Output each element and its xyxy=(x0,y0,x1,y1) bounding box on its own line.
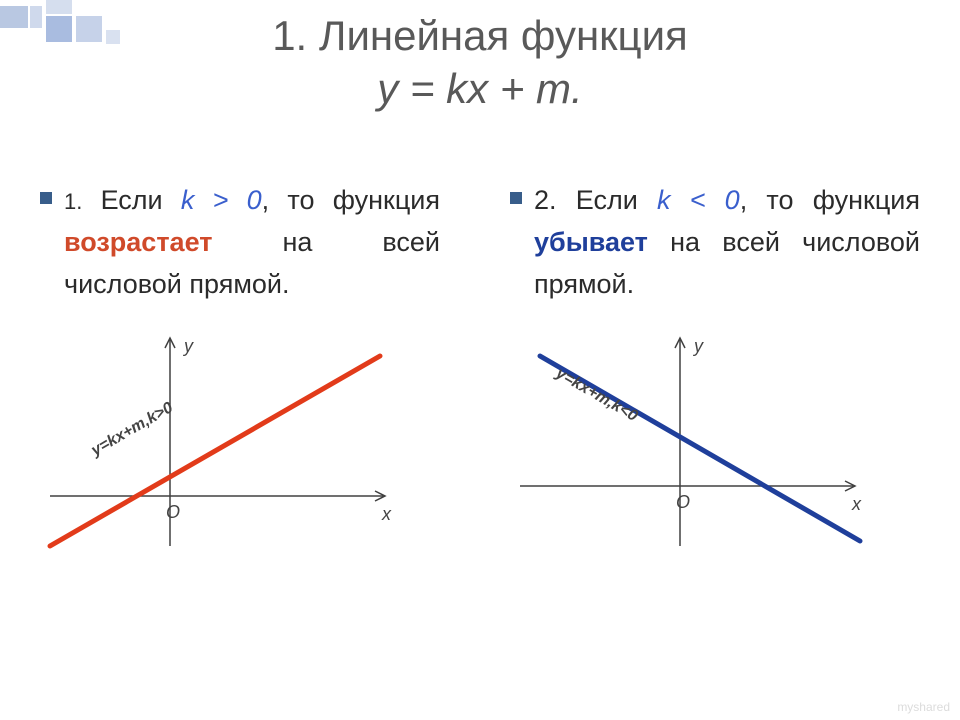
svg-text:y: y xyxy=(692,336,704,356)
right-bullet-item: 2. Если k < 0, то функция убывает на все… xyxy=(510,180,920,306)
svg-text:y=kx+m,k<0: y=kx+m,k<0 xyxy=(552,364,640,425)
chart-decreasing: x y О y=kx+m,k<0 xyxy=(510,326,870,556)
left-column: 1. Если k > 0, то функция возрастает на … xyxy=(0,180,480,556)
chart-svg: x y О y=kx+m,k>0 xyxy=(40,326,400,556)
right-k-expr: k < 0 xyxy=(657,185,740,215)
t2: , то функция xyxy=(262,185,440,215)
title-line-1: 1. Линейная функция xyxy=(272,12,688,59)
chart-increasing: x y О y=kx+m,k>0 xyxy=(40,326,400,556)
right-column: 2. Если k < 0, то функция убывает на все… xyxy=(480,180,960,556)
svg-text:y: y xyxy=(182,336,194,356)
slide-title: 1. Линейная функция y = kx + m. xyxy=(0,10,960,115)
bullet-icon xyxy=(40,192,52,204)
body-row: 1. Если k > 0, то функция возрастает на … xyxy=(0,180,960,556)
chart-svg: x y О y=kx+m,k<0 xyxy=(510,326,870,556)
svg-text:y=kx+m,k>0: y=kx+m,k>0 xyxy=(88,399,176,460)
t1: Если xyxy=(82,185,181,215)
svg-text:О: О xyxy=(676,492,690,512)
svg-text:x: x xyxy=(381,504,392,524)
title-line-2: y = kx + m. xyxy=(377,65,582,112)
watermark: myshared xyxy=(897,700,950,714)
r1: Если xyxy=(557,185,657,215)
right-num: 2. xyxy=(534,185,557,215)
r2: , то функция xyxy=(740,185,920,215)
bullet-icon xyxy=(510,192,522,204)
svg-text:x: x xyxy=(851,494,862,514)
left-accent: возрастает xyxy=(64,227,212,257)
left-num: 1. xyxy=(64,189,82,214)
right-accent: убывает xyxy=(534,227,648,257)
left-paragraph: 1. Если k > 0, то функция возрастает на … xyxy=(64,180,440,306)
left-k-expr: k > 0 xyxy=(181,185,262,215)
svg-text:О: О xyxy=(166,502,180,522)
right-paragraph: 2. Если k < 0, то функция убывает на все… xyxy=(534,180,920,306)
left-bullet-item: 1. Если k > 0, то функция возрастает на … xyxy=(40,180,440,306)
